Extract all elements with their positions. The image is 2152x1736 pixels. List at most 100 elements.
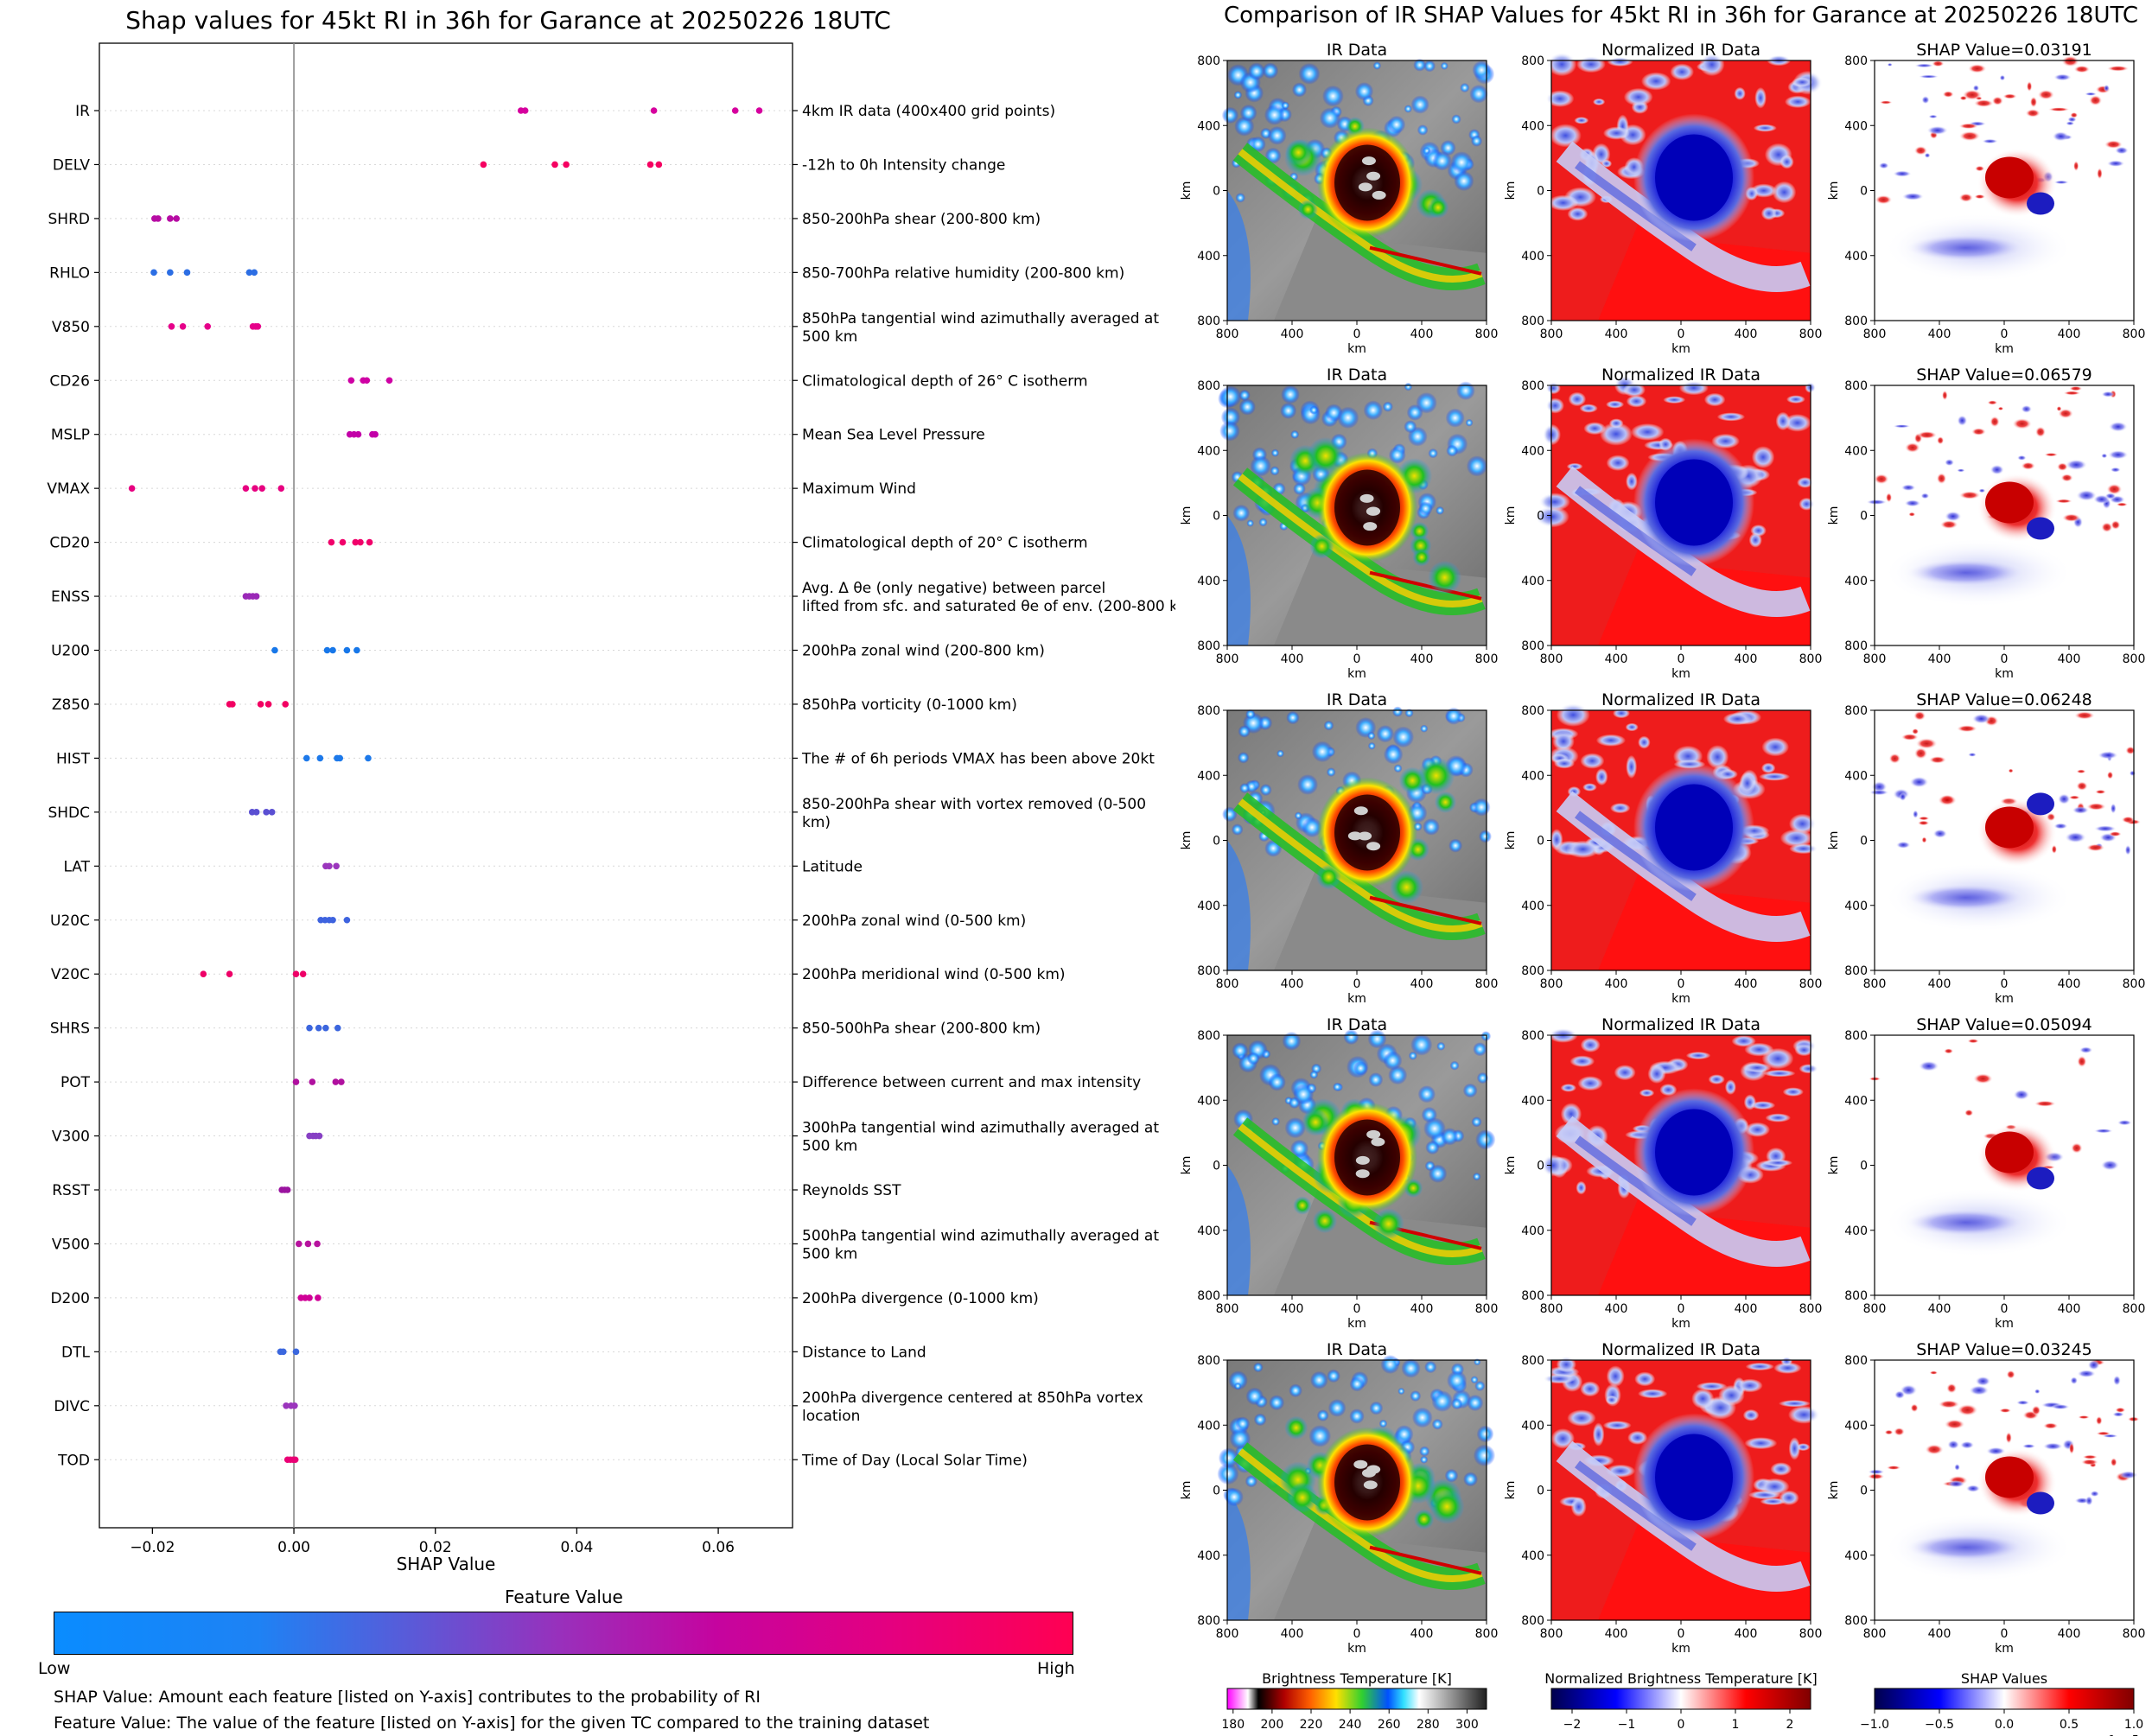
panel-x-tick-label: 400 [1928,1627,1951,1641]
panel-y-tick-label: 800 [1197,54,1220,68]
shap-point [302,754,310,762]
panel-y-tick-label: 400 [1521,250,1544,264]
panel-x-tick-label: 0 [1353,977,1361,991]
panel-y-tick-label: 400 [1521,1224,1544,1238]
panel-y-axis-label: km [1180,181,1194,200]
panel-y-tick-label: 0 [1860,1160,1868,1173]
panel-y-tick-label: 800 [1844,964,1868,978]
shap-point [339,538,347,546]
feature-desc-v300: 300hPa tangential wind azimuthally avera… [802,1120,1159,1155]
panel-x-tick-label: 800 [1475,1627,1499,1641]
panel-x-axis-label: km [1671,667,1690,681]
panel-x-tick-label: 800 [2123,977,2146,991]
colorbar-exponent: 1e−5 [2109,1734,2139,1736]
shap-chart-title: Shap values for 45kt RI in 36h for Garan… [125,6,891,35]
feature-desc-v500: 500hPa tangential wind azimuthally avera… [802,1227,1159,1262]
panel-y-tick-label: 400 [1521,575,1544,588]
panel-title: IR Data [1327,690,1387,709]
panel-x-axis-label: km [1995,992,2014,1006]
panel-y-tick-label: 0 [1860,185,1868,199]
feature-label-tod: TOD [57,1452,90,1469]
panel-x-tick-label: 400 [1735,1627,1758,1641]
shap-point [271,646,278,654]
feature-label-v500: V500 [52,1236,90,1253]
shap-point [343,646,351,654]
panel-title: IR Data [1327,366,1387,385]
panel-x-tick-label: 800 [2123,1302,2146,1316]
panel-y-tick-label: 400 [1844,1224,1868,1238]
panel-x-tick-label: 400 [1735,977,1758,991]
colorbar-tick-label: 1.0 [2124,1718,2143,1732]
shap-point [263,809,270,816]
panel-y-tick-label: 0 [1213,1160,1220,1173]
feature-desc-enss: Avg. Δ θe (only negative) between parcel… [802,580,1175,615]
panel-x-tick-label: 800 [1863,977,1887,991]
panel-x-tick-label: 400 [1410,327,1434,341]
panel-y-tick-label: 0 [1213,1485,1220,1498]
panel-title: Normalized IR Data [1601,1015,1760,1034]
panel-x-tick-label: 0 [2001,1627,2009,1641]
feature-desc-u200: 200hPa zonal wind (200-800 km) [802,643,1045,660]
panel-y-tick-label: 400 [1521,1419,1544,1433]
feature-label-v20c: V20C [51,966,90,983]
feature-desc-rhlo: 850-700hPa relative humidity (200-800 km… [802,264,1124,282]
shap-point [338,1078,345,1085]
feature-label-pot: POT [60,1074,91,1091]
panel-y-axis-label: km [1180,506,1194,525]
panel-y-tick-label: 800 [1844,379,1868,393]
panel-x-axis-label: km [1995,667,2014,681]
feature-desc-dtl: Distance to Land [802,1344,926,1361]
panel-x-tick-label: 400 [1410,652,1434,666]
normalized-ir-panel [1543,1356,1820,1621]
footnote-feature-value: Feature Value: The value of the feature … [54,1714,930,1733]
shap-scatter-chart: Shap values for 45kt RI in 36h for Garan… [47,6,1175,1574]
shap-point [332,1078,340,1085]
feature-label-u200: U200 [51,643,90,660]
shap-point [268,809,276,816]
shap-point [353,646,360,654]
shap-point [200,970,207,977]
shap-point [336,754,344,762]
panel-y-tick-label: 800 [1521,315,1544,328]
shap-point [128,485,136,492]
normalized-ir-panel [1548,703,1818,971]
shap-point [282,701,290,708]
panel-x-tick-label: 0 [2001,1302,2009,1316]
panel-x-axis-label: km [1347,992,1366,1006]
panel-x-tick-label: 800 [1799,977,1823,991]
panel-x-tick-label: 0 [2001,652,2009,666]
panel-y-tick-label: 0 [1537,1160,1544,1173]
shap-point [304,1240,312,1248]
feature-label-vmax: VMAX [47,480,90,498]
shap-point [173,215,181,222]
feature-label-shdc: SHDC [48,804,90,822]
panel-x-tick-label: 800 [1216,652,1239,666]
ir-data-panel [1218,381,1488,646]
feature-desc-hist: The # of 6h periods VMAX has been above … [801,750,1155,767]
panel-y-tick-label: 0 [1860,1485,1868,1498]
panel-x-axis-label: km [1347,1642,1366,1656]
panel-x-tick-label: 800 [1799,1302,1823,1316]
panel-y-tick-label: 800 [1844,1614,1868,1628]
panel-x-tick-label: 800 [1863,1302,1887,1316]
shap-point [291,1456,299,1464]
panel-y-tick-label: 800 [1844,1289,1868,1303]
panel-x-tick-label: 400 [1605,1627,1628,1641]
ir-figure-title: Comparison of IR SHAP Values for 45kt RI… [1224,3,2138,29]
colorbar-tick-label: 0.5 [2060,1718,2079,1732]
shap-point [252,809,260,816]
panel-x-tick-label: 800 [1475,652,1499,666]
panel-x-tick-label: 800 [1540,1627,1563,1641]
panel-x-axis-label: km [1995,1317,2014,1331]
panel-x-tick-label: 800 [1863,652,1887,666]
panel-y-tick-label: 400 [1844,444,1868,458]
panel-x-tick-label: 800 [2123,1627,2146,1641]
panel-x-axis-label: km [1671,992,1690,1006]
feature-label-d200: D200 [50,1290,90,1307]
feature-label-mslp: MSLP [51,427,90,444]
colorbar-tick-label: −1.0 [1860,1718,1889,1732]
shap-point [292,1348,300,1356]
shap-values-colorbar-label: SHAP Values [1961,1670,2047,1687]
shap-point [315,1294,322,1301]
panel-y-axis-label: km [1827,831,1841,850]
